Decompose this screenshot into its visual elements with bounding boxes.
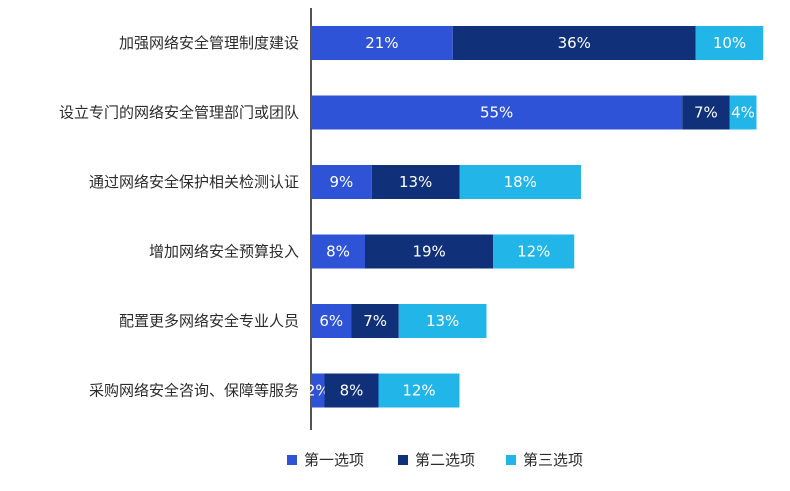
bars-group: 21% 36% 10% 55% 7% 4% 9% 13% 18% 8% 19% 12% 6% 7% 13% 2…: [306, 26, 764, 408]
data-label: 4%: [731, 104, 755, 122]
bar-segment-2: [324, 373, 379, 408]
bar-segment-2: [371, 165, 460, 199]
bar-segment-1: [311, 304, 352, 338]
bar-segment-1: [311, 26, 453, 60]
data-label: 8%: [340, 382, 364, 400]
bar-segment-2: [365, 234, 494, 269]
bar-segment-1: [311, 373, 325, 408]
legend-label: 第三选项: [523, 451, 583, 469]
data-label: 7%: [694, 104, 718, 122]
bar-segment-3: [729, 95, 757, 130]
data-label: 18%: [504, 173, 537, 191]
bar-segment-1: [311, 165, 372, 199]
bar-segment-1: [311, 95, 683, 130]
legend-swatch: [506, 455, 516, 465]
data-label: 19%: [412, 243, 445, 261]
legend-swatch: [398, 455, 408, 465]
legend-swatch: [287, 455, 297, 465]
bar-segment-2: [351, 304, 399, 338]
bar-segment-3: [493, 234, 575, 269]
data-label: 36%: [558, 34, 591, 52]
data-label: 10%: [713, 34, 746, 52]
data-label: 12%: [402, 382, 435, 400]
data-label: 12%: [517, 243, 550, 261]
category-label: 加强网络安全管理制度建设: [119, 34, 299, 52]
legend-label: 第二选项: [415, 451, 475, 469]
data-label: 13%: [426, 312, 459, 330]
bar-segment-1: [311, 234, 365, 269]
category-label: 配置更多网络安全专业人员: [119, 312, 299, 330]
category-label: 通过网络安全保护相关检测认证: [89, 173, 299, 191]
bar-segment-3: [695, 26, 764, 60]
bar-segment-2: [682, 95, 730, 130]
data-label: 7%: [363, 312, 387, 330]
legend-label: 第一选项: [304, 451, 364, 469]
data-label: 21%: [365, 34, 398, 52]
category-label: 采购网络安全咨询、保障等服务: [89, 382, 299, 400]
category-labels: 加强网络安全管理制度建设设立专门的网络安全管理部门或团队通过网络安全保护相关检测…: [59, 34, 299, 400]
data-label: 8%: [326, 243, 350, 261]
bar-segment-2: [452, 26, 696, 60]
data-label: 13%: [399, 173, 432, 191]
data-label: 9%: [329, 173, 353, 191]
data-label: 6%: [319, 312, 343, 330]
bar-segment-3: [398, 304, 487, 338]
category-label: 增加网络安全预算投入: [149, 243, 299, 261]
category-label: 设立专门的网络安全管理部门或团队: [59, 104, 299, 122]
bar-segment-3: [459, 165, 581, 199]
data-label: 55%: [480, 104, 513, 122]
data-label: 2%: [306, 382, 330, 400]
legend: 第一选项 第二选项 第三选项: [287, 451, 583, 469]
bar-segment-3: [378, 373, 460, 408]
